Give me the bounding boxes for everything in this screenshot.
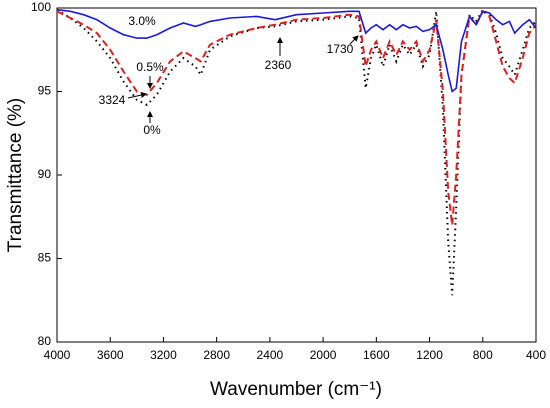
x-axis-label: Wavenumber (cm⁻¹) [210, 379, 382, 400]
x-tick-label: 3600 [97, 348, 124, 362]
x-tick-label: 800 [473, 348, 493, 362]
series-line [56, 8, 537, 93]
arrow [127, 92, 147, 99]
y-tick-label: 85 [38, 251, 52, 265]
x-tick-label: 2400 [257, 348, 284, 362]
y-tick-label: 90 [38, 167, 52, 181]
y-tick-label: 100 [31, 0, 51, 14]
y-tick-label: 95 [38, 84, 52, 98]
x-tick-label: 2000 [310, 348, 337, 362]
y-axis-label: Transmittance (%) [5, 98, 26, 253]
x-tick-label: 2800 [203, 348, 230, 362]
annotation: 1730 [327, 42, 354, 56]
y-tick-label: 80 [38, 334, 52, 348]
annotation: 3324 [99, 93, 126, 107]
x-tick-label: 3200 [150, 348, 177, 362]
x-tick-label: 1600 [363, 348, 390, 362]
series-label: 3.0% [128, 14, 156, 28]
x-tick-label: 400 [526, 348, 546, 362]
x-tick-label: 1200 [416, 348, 443, 362]
annotation: 2360 [265, 58, 292, 72]
x-tick-label: 4000 [44, 348, 71, 362]
series-label: 0.5% [136, 60, 164, 74]
series-label: 0% [143, 123, 161, 137]
arrow [349, 35, 359, 45]
series-line [56, 8, 537, 296]
series-line [56, 9, 537, 226]
